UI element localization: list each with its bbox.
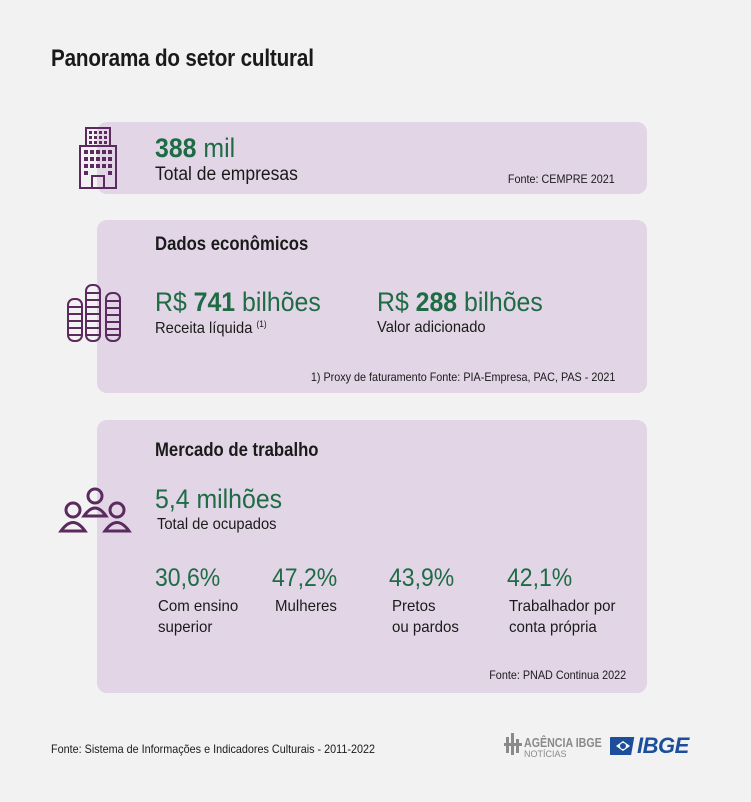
- ibge-logo-icon: [610, 737, 635, 755]
- stat-conta-propria-label: Trabalhador por conta própria: [509, 598, 616, 636]
- stat-mulheres-label: Mulheres: [275, 598, 337, 615]
- agencia-logo-line2: NOTÍCIAS: [524, 749, 567, 759]
- empresas-label: Total de empresas: [155, 164, 298, 185]
- agencia-logo-line1: AGÊNCIA IBGE: [524, 735, 602, 750]
- valor-adicionado-value: R$ 288 bilhões: [377, 287, 543, 317]
- economicos-source: 1) Proxy de faturamento Fonte: PIA-Empre…: [310, 370, 615, 384]
- stat-pretos-pardos-label: Pretos ou pardos: [392, 598, 459, 636]
- empresas-source: Fonte: CEMPRE 2021: [508, 172, 615, 186]
- stat-ensino-superior-label: Com ensino superior: [158, 598, 239, 636]
- trabalho-card: [97, 420, 647, 693]
- stat-mulheres-value: 47,2%: [272, 564, 338, 592]
- economicos-card: [97, 220, 647, 393]
- empresas-card: [97, 122, 647, 194]
- stat-conta-propria-value: 42,1%: [507, 564, 573, 592]
- receita-note: (1): [256, 319, 267, 329]
- empresas-value: 388 mil: [155, 133, 236, 163]
- agencia-logo-icon: [504, 733, 522, 755]
- trabalho-source: Fonte: PNAD Continua 2022: [489, 668, 626, 682]
- valor-adicionado-label: Valor adicionado: [377, 319, 486, 336]
- receita-label: Receita líquida (1): [155, 319, 267, 337]
- building-icon: [78, 124, 118, 190]
- ocupados-value: 5,4 milhões: [155, 484, 283, 514]
- footer-source: Fonte: Sistema de Informações e Indicado…: [51, 742, 375, 756]
- economicos-heading: Dados econômicos: [155, 234, 309, 255]
- people-group-icon: [58, 486, 132, 534]
- page-title: Panorama do setor cultural: [51, 45, 314, 72]
- stat-pretos-pardos-value: 43,9%: [389, 564, 455, 592]
- stat-ensino-superior-value: 30,6%: [155, 564, 221, 592]
- receita-value: R$ 741 bilhões: [155, 287, 321, 317]
- ibge-logo-text: IBGE: [637, 733, 689, 758]
- ocupados-label: Total de ocupados: [157, 516, 277, 533]
- coins-stack-icon: [66, 283, 124, 343]
- trabalho-heading: Mercado de trabalho: [155, 440, 319, 461]
